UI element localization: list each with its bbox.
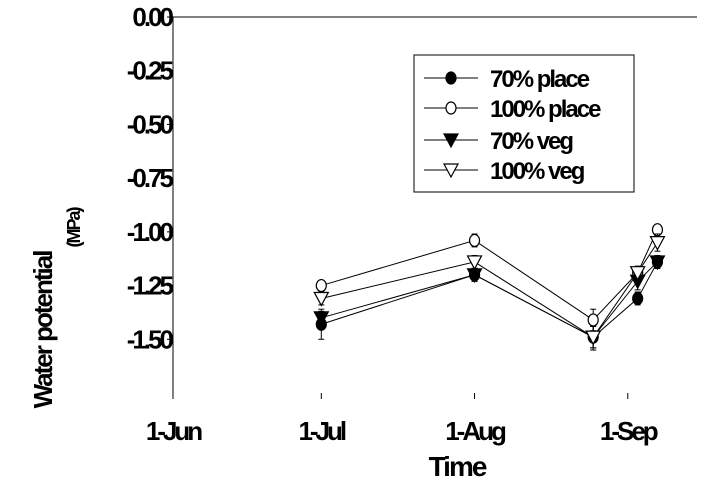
series-line: [321, 261, 658, 338]
legend: 70% place 100% place 70% veg 100% veg: [413, 54, 635, 193]
data-point: [445, 71, 457, 85]
y-tick-label: -0.25: [127, 56, 174, 86]
data-point: [313, 291, 330, 307]
data-point: [649, 236, 666, 251]
data-point: [629, 266, 646, 281]
y-tick-label: -1.50: [127, 324, 174, 354]
data-point: [468, 233, 481, 248]
y-axis-unit: (MPa): [64, 206, 84, 247]
series-line: [321, 261, 658, 338]
y-tick-label: -0.75: [127, 163, 174, 193]
series-line: [321, 242, 658, 338]
series-line: [321, 229, 658, 321]
y-tick-label: 0.00: [132, 2, 173, 32]
data-point: [649, 255, 666, 271]
data-point: [585, 330, 602, 346]
data-point: [313, 311, 330, 327]
y-tick-label: -1.25: [127, 271, 174, 301]
data-point: [315, 278, 327, 293]
y-tick-label: -0.50: [127, 109, 174, 139]
data-point: [442, 163, 460, 179]
series: [315, 254, 664, 351]
legend-label: 100% place: [490, 96, 601, 123]
data-point: [466, 255, 483, 271]
y-axis-ticks: 0.00 -0.25 -0.50 -0.75 -1.00 -1.25 -1.50: [127, 2, 177, 354]
x-tick-label: 1-Jun: [146, 416, 202, 446]
data-point: [587, 313, 599, 327]
data-point: [445, 101, 457, 115]
x-tick-label: 1-Sep: [600, 416, 658, 446]
legend-entry: 70% place: [424, 66, 592, 93]
legend-label: 100% veg: [490, 158, 585, 185]
legend-entry: 100% place: [424, 96, 603, 123]
y-tick-label: -1.00: [127, 217, 174, 247]
legend-entry: 100% veg: [424, 158, 587, 185]
x-tick-label: 1-Aug: [445, 416, 506, 446]
legend-label: 70% veg: [490, 128, 573, 155]
x-axis-ticks: 1-Jun 1-Jul 1-Aug 1-Sep: [146, 393, 661, 446]
data-point: [632, 291, 644, 306]
legend-entry: 70% veg: [424, 128, 575, 155]
series: [313, 233, 666, 349]
x-axis-title: Time: [429, 451, 487, 479]
legend-label: 70% place: [490, 66, 590, 93]
series-group: [313, 223, 666, 351]
x-tick-label: 1-Jul: [298, 416, 345, 446]
series: [313, 254, 666, 349]
legend-entries: 70% place 100% place 70% veg 100% veg: [424, 66, 603, 185]
y-axis-title: Water potential: [28, 251, 58, 409]
data-point: [442, 133, 460, 149]
